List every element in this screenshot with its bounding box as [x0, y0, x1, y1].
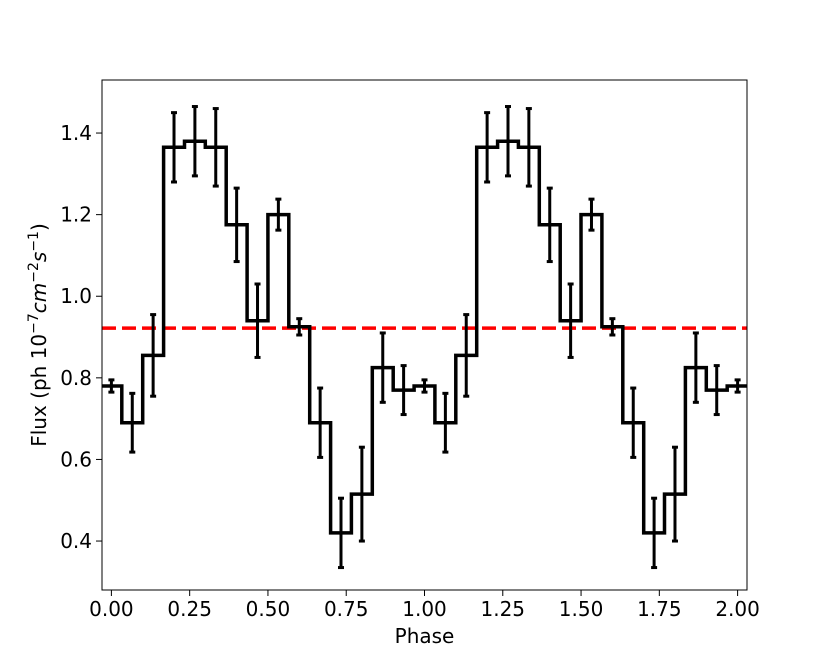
y-tick-label: 0.4 [60, 529, 92, 553]
flux-step-line [102, 139, 747, 535]
error-bar [337, 496, 344, 570]
y-label-superscript: −7 [26, 313, 42, 334]
error-bar [567, 282, 574, 359]
x-tick-label: 1.75 [637, 597, 682, 621]
error-bar [296, 317, 303, 337]
error-bar [108, 378, 115, 394]
y-label-text: s [27, 252, 51, 262]
error-bar [379, 331, 386, 404]
error-bar [609, 317, 616, 337]
error-bar [734, 378, 741, 394]
error-bar [671, 445, 678, 543]
y-label-superscript: −2 [26, 262, 42, 283]
y-axis-label: Flux (ph 10−7cm−2s−1) [26, 223, 51, 447]
x-axis-label: Phase [395, 624, 455, 648]
error-bar [505, 105, 512, 178]
y-label-text: cm [27, 283, 51, 313]
x-tick-label: 0.75 [324, 597, 369, 621]
plot-marks [102, 105, 747, 570]
y-label-superscript: −1 [26, 231, 42, 252]
y-tick-label: 1.0 [60, 284, 92, 308]
error-bar [129, 391, 136, 454]
error-bar [254, 282, 261, 359]
error-bar [233, 186, 240, 264]
error-bar [442, 391, 449, 454]
error-bar [421, 378, 428, 394]
plot-frame [101, 79, 748, 591]
y-label-text: ) [27, 223, 51, 231]
error-bar [191, 105, 198, 178]
error-bar [463, 313, 470, 398]
error-bar [358, 445, 365, 543]
error-bar [275, 197, 282, 232]
error-bar [630, 386, 637, 459]
error-bar [713, 364, 720, 417]
y-tick-label: 1.4 [60, 121, 92, 145]
error-bar [651, 496, 658, 570]
x-tick-label: 1.50 [559, 597, 604, 621]
x-tick-label: 0.25 [167, 597, 212, 621]
y-tick-label: 0.8 [60, 366, 92, 390]
error-bar [484, 111, 491, 184]
error-bar [212, 107, 219, 188]
error-bar [588, 197, 595, 232]
error-bar [692, 331, 699, 404]
error-bar [525, 107, 532, 188]
x-tick-label: 1.00 [402, 597, 447, 621]
error-bar [400, 364, 407, 417]
x-tick-label: 1.25 [481, 597, 526, 621]
error-bar [171, 111, 178, 184]
axes: 0.00 0.25 0.50 0.75 1.00 1.25 1.50 1.75 2.00 0.4 0… [60, 121, 760, 621]
y-tick-label: 0.6 [60, 447, 92, 471]
x-tick-label: 0.50 [246, 597, 291, 621]
error-bar [317, 386, 324, 459]
error-bar [546, 186, 553, 264]
y-tick-label: 1.2 [60, 203, 92, 227]
x-tick-label: 0.00 [89, 597, 134, 621]
error-bar [150, 313, 157, 398]
x-tick-label: 2.00 [715, 597, 760, 621]
y-label-text: Flux (ph 10 [27, 334, 51, 447]
